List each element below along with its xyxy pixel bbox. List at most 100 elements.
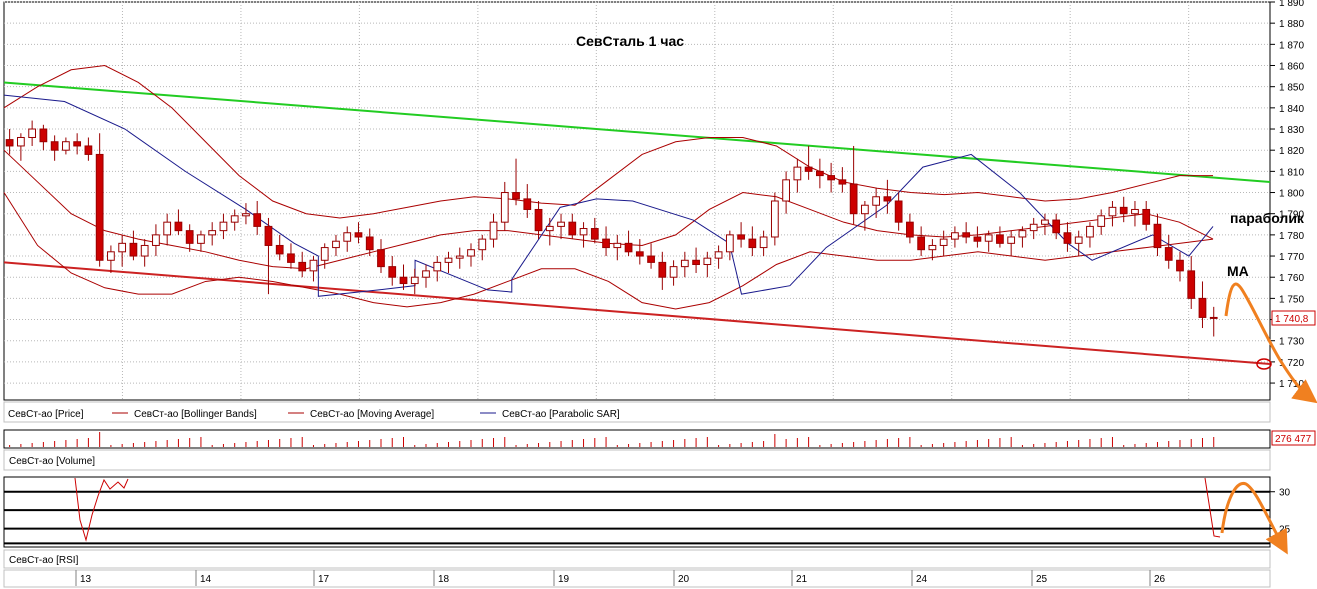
candle-body [1052, 219, 1061, 234]
bollinger-upper [3, 64, 1214, 219]
volume-panel-frame [3, 429, 1271, 449]
candle [973, 226, 982, 248]
candle-body [73, 141, 82, 147]
candle-body [680, 259, 689, 268]
candle [647, 243, 655, 269]
candle [872, 188, 881, 218]
time-tick-label: 13 [80, 574, 92, 585]
candle-body [107, 251, 115, 261]
rsi-panel: 30 25 СевСт-ао [RSI] [3, 476, 1291, 569]
candle-body [804, 166, 813, 172]
candle-body [50, 141, 59, 151]
candle-body [197, 234, 205, 244]
rsi-panel-frame [3, 476, 1271, 548]
candle-body [714, 251, 723, 259]
candle [365, 228, 374, 257]
candle [84, 137, 93, 161]
candle-body [287, 253, 295, 263]
candle [62, 137, 70, 155]
candle [906, 213, 914, 244]
price-tick-label: 1 820 [1279, 146, 1304, 157]
rsi-legend: СевСт-ао [RSI] [9, 555, 79, 566]
time-tick-label: 17 [318, 574, 330, 585]
candle-body [939, 238, 948, 246]
candle [568, 213, 577, 240]
candle [1029, 217, 1038, 240]
candle-body [28, 128, 37, 138]
volume-last-label: 276 477 [1275, 434, 1312, 445]
candle [320, 243, 329, 269]
candle [1086, 222, 1094, 248]
candle [242, 203, 250, 225]
candle-body [737, 234, 745, 240]
price-tick-label: 1 790 [1279, 210, 1304, 221]
price-tick-label: 1 880 [1279, 19, 1304, 30]
candle [590, 217, 599, 244]
candle-body [872, 196, 881, 206]
candle [928, 239, 937, 261]
candle-body [669, 266, 678, 278]
price-tick-label: 1 850 [1279, 83, 1304, 94]
candle [388, 256, 397, 286]
candle [140, 239, 149, 267]
rsi-content: 30 25 [4, 477, 1291, 545]
candle-body [399, 276, 408, 285]
support-end-marker [1256, 358, 1272, 370]
candle-body [1086, 225, 1094, 238]
candle [725, 230, 734, 261]
candle-body [1097, 215, 1106, 227]
candle [692, 247, 700, 273]
candle-body [62, 141, 70, 151]
candle-body [534, 208, 543, 232]
candle [433, 256, 442, 282]
forecast-arrows [1220, 282, 1317, 555]
candle [107, 245, 115, 273]
candle [1063, 222, 1072, 252]
candle [28, 120, 37, 146]
candle [1018, 226, 1027, 248]
time-tick-label: 14 [200, 574, 212, 585]
candle [422, 264, 430, 288]
candle-body [951, 232, 959, 240]
candle-body [433, 261, 442, 272]
rsi-tick-label: 25 [1279, 525, 1291, 536]
trendline-support [3, 261, 1271, 366]
candle [804, 145, 813, 180]
candle-body [782, 179, 790, 202]
candle-body [422, 270, 430, 278]
candle [95, 133, 104, 267]
candle-body [118, 242, 127, 253]
candle-body [917, 236, 926, 251]
candle-body [579, 228, 588, 236]
candle [1119, 196, 1128, 223]
candle [512, 158, 520, 206]
candle-body [1209, 316, 1218, 319]
candle-body [264, 225, 273, 246]
candle [197, 230, 205, 252]
time-tick-label: 21 [796, 574, 808, 585]
candle-body [95, 153, 104, 261]
candle [253, 201, 262, 235]
candle-body [557, 221, 565, 227]
candle [815, 158, 824, 189]
candle-body [568, 221, 577, 236]
candle [1198, 281, 1207, 329]
legend-entry: СевСт-ао [Parabolic SAR] [502, 409, 620, 420]
candle-body [1153, 223, 1162, 249]
candle-body [613, 242, 622, 249]
candle-body [219, 221, 228, 232]
time-axis: 13 14 17 18 19 20 21 24 25 26 [3, 569, 1271, 588]
candle-body [230, 215, 239, 223]
candle [996, 226, 1004, 248]
candle [534, 201, 543, 240]
candle-body [770, 200, 779, 238]
candle [1164, 234, 1173, 269]
candle [1131, 201, 1139, 227]
forecast-arrow-price [1224, 282, 1317, 404]
candle-body [815, 170, 824, 177]
candle-body [1198, 297, 1207, 318]
candle-body [343, 232, 352, 242]
candle-body [365, 236, 374, 251]
candle-body [973, 236, 982, 242]
candle [602, 226, 610, 257]
